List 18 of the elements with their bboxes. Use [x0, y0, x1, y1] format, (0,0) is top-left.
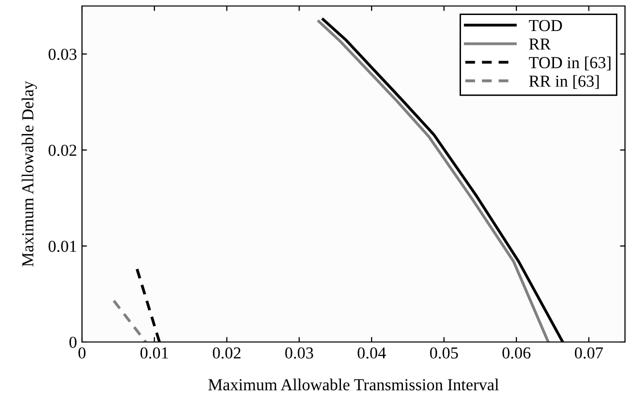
- x-axis-title: Maximum Allowable Transmission Interval: [208, 378, 499, 390]
- y-tick-label: 0.03: [48, 48, 76, 60]
- legend-label: RR in [63]: [529, 75, 599, 89]
- y-tick-label: 0.02: [48, 144, 76, 156]
- y-tick-label: 0.01: [48, 240, 76, 252]
- y-tick-label: 0: [69, 336, 77, 348]
- x-tick-label: 0.03: [285, 347, 314, 359]
- legend-label: TOD: [528, 20, 562, 32]
- x-tick-label: 0.04: [358, 347, 386, 359]
- x-tick-label: 0: [78, 347, 86, 359]
- y-axis-title: Maximum Allowable Delay: [22, 81, 37, 267]
- x-tick-label: 0.01: [140, 347, 168, 359]
- x-tick-label: 0.06: [502, 347, 530, 359]
- x-tick-label: 0.05: [430, 347, 458, 359]
- x-tick-label: 0.02: [212, 347, 240, 359]
- legend-label: RR: [529, 38, 551, 50]
- x-tick-label: 0.07: [574, 347, 603, 359]
- legend-label: TOD in [63]: [528, 56, 610, 70]
